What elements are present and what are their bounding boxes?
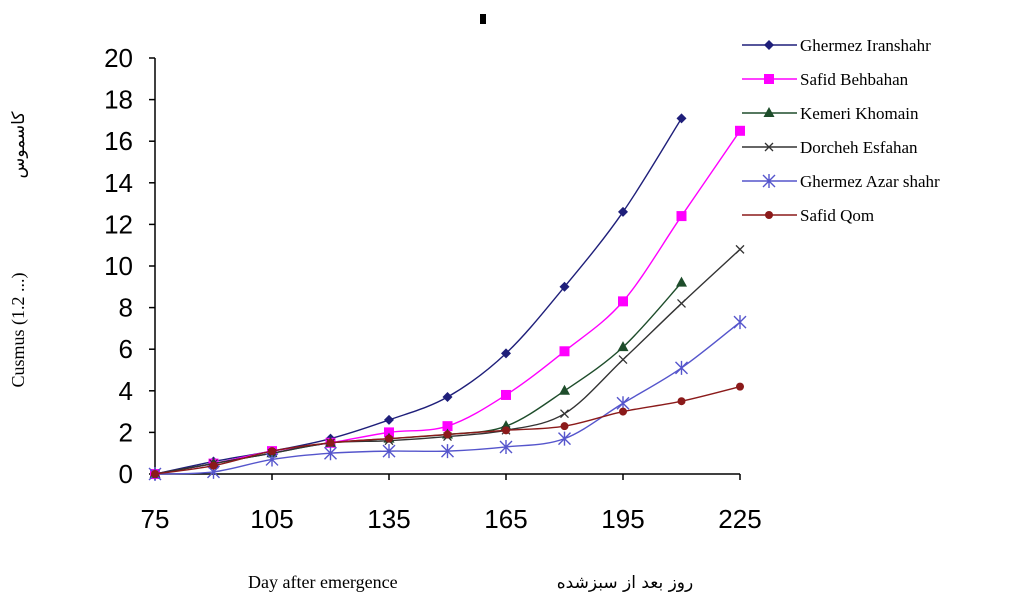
- series-group: [148, 113, 747, 481]
- data-point-triangle: [763, 107, 775, 117]
- x-axis-title-fa: روز بعد از سبزشده: [557, 573, 693, 593]
- data-point-circle: [736, 382, 744, 391]
- y-tick-label: 12: [104, 209, 133, 239]
- data-point-x: [735, 244, 745, 254]
- data-point-star: [762, 174, 776, 188]
- data-point-star: [324, 446, 337, 461]
- data-point-star: [441, 444, 454, 459]
- y-tick-label: 20: [104, 43, 133, 73]
- x-axis-title: Day after emergence: [248, 572, 398, 592]
- y-tick-label: 4: [119, 376, 133, 406]
- x-tick-label: 225: [718, 504, 761, 534]
- data-point-star: [733, 315, 747, 330]
- y-tick-label: 18: [104, 85, 133, 115]
- data-point-circle: [502, 426, 510, 435]
- y-ticks: 0 2 4 6 8 10 12 14 16 18 20: [104, 43, 155, 489]
- data-point-diamond: [764, 40, 774, 50]
- legend-label: Safid Behbahan: [800, 70, 909, 89]
- data-point-square: [559, 346, 570, 357]
- legend-label: Safid Qom: [800, 206, 874, 225]
- data-point-x: [618, 355, 628, 365]
- data-point-star: [382, 444, 396, 459]
- x-tick-label: 195: [601, 504, 644, 534]
- x-tick-label: 135: [367, 504, 410, 534]
- data-point-square: [735, 125, 745, 136]
- data-point-circle: [209, 461, 218, 470]
- data-point-circle: [326, 438, 335, 447]
- data-point-circle: [268, 447, 276, 456]
- title-marker: [480, 14, 486, 24]
- x-ticks: 75 105 135 165 195 225: [141, 474, 762, 534]
- y-tick-label: 14: [104, 168, 133, 198]
- series-line-3: [154, 248, 741, 475]
- legend-label: Ghermez Azar shahr: [800, 172, 940, 191]
- data-point-circle: [560, 422, 569, 431]
- y-tick-label: 2: [119, 417, 133, 447]
- data-point-circle: [677, 397, 686, 406]
- legend: Ghermez Iranshahr Safid Behbahan Kemeri Kh…: [742, 36, 940, 225]
- data-point-circle: [765, 211, 773, 219]
- data-point-circle: [443, 430, 452, 439]
- y-tick-label: 8: [119, 293, 133, 323]
- data-point-triangle: [676, 276, 687, 287]
- y-axis-title: Cusmus (1.2 ...): [8, 272, 29, 387]
- legend-label: Dorcheh Esfahan: [800, 138, 918, 157]
- data-point-star: [499, 439, 513, 454]
- y-tick-label: 6: [119, 334, 133, 364]
- data-point-diamond: [442, 392, 453, 403]
- data-point-square: [442, 421, 453, 432]
- data-point-x: [764, 142, 774, 152]
- data-point-square: [618, 296, 628, 307]
- x-tick-label: 165: [484, 504, 527, 534]
- data-point-star: [675, 360, 688, 375]
- data-point-circle: [385, 434, 393, 443]
- data-point-square: [676, 211, 687, 222]
- data-point-x: [677, 298, 686, 308]
- data-point-square: [384, 427, 394, 438]
- y-tick-label: 0: [119, 459, 133, 489]
- data-point-diamond: [676, 113, 687, 124]
- data-point-triangle: [617, 341, 629, 352]
- series-line-0: [154, 117, 683, 475]
- legend-label: Kemeri Khomain: [800, 104, 919, 123]
- data-point-x: [560, 409, 569, 419]
- data-point-square: [764, 74, 774, 84]
- x-tick-label: 105: [250, 504, 293, 534]
- legend-label: Ghermez Iranshahr: [800, 36, 931, 55]
- y-axis-title-fa: کاسموس: [9, 111, 29, 179]
- y-tick-label: 10: [104, 251, 133, 281]
- y-tick-label: 16: [104, 126, 133, 156]
- data-point-triangle: [559, 384, 570, 395]
- data-point-diamond: [559, 281, 570, 292]
- data-point-circle: [619, 407, 627, 416]
- data-point-diamond: [384, 414, 394, 425]
- x-tick-label: 75: [141, 504, 170, 534]
- data-point-diamond: [501, 348, 511, 359]
- data-point-star: [558, 431, 571, 446]
- series-line-2: [154, 282, 683, 475]
- data-point-diamond: [618, 206, 628, 217]
- series-line-4: [154, 321, 741, 475]
- data-point-circle: [151, 470, 159, 478]
- data-point-square: [501, 389, 511, 400]
